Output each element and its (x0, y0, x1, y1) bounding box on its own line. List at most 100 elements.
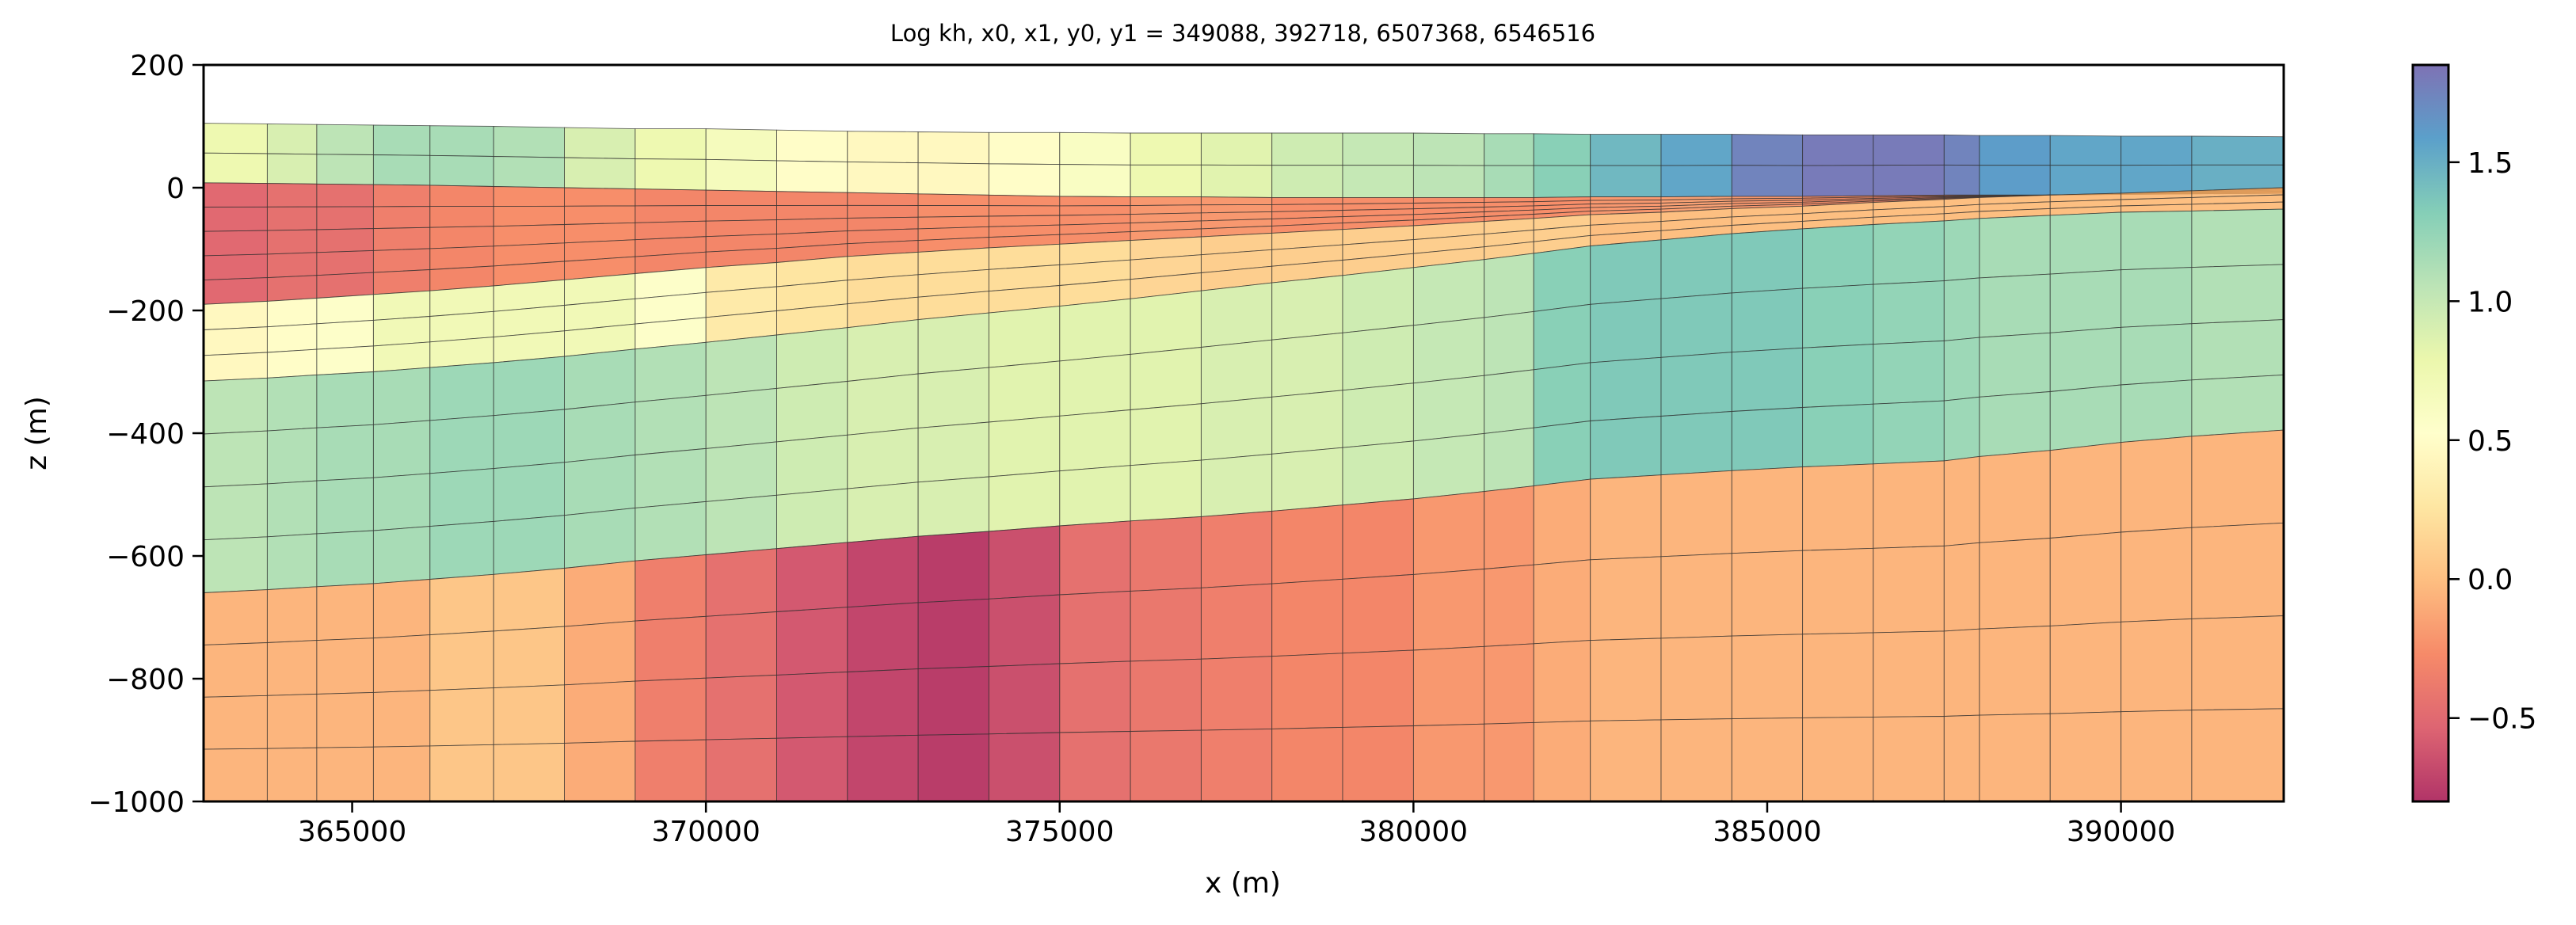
model-cell (1731, 407, 1804, 471)
model-cell (1731, 634, 1804, 720)
model-cell (1943, 628, 1980, 717)
plot-area (204, 123, 2284, 801)
model-cell (1200, 453, 1273, 517)
model-cell (1271, 504, 1343, 584)
model-cell (1484, 253, 1534, 318)
model-cell (776, 434, 848, 496)
model-cell (1059, 298, 1131, 362)
model-cell (493, 515, 565, 575)
model-cell (1660, 553, 1732, 639)
model-cell (316, 272, 374, 299)
model-cell (1130, 516, 1202, 592)
model-cell (266, 640, 318, 696)
model-cell (1059, 731, 1131, 801)
model-cell (1200, 282, 1273, 348)
model-cell (2049, 326, 2122, 392)
model-cell (1342, 725, 1414, 801)
model-cell (634, 158, 707, 191)
model-cell (1590, 474, 1662, 561)
model-cell (1802, 716, 1874, 801)
model-cell (705, 611, 777, 679)
model-cell (776, 488, 848, 550)
model-cell (1979, 450, 2051, 543)
model-cell (634, 205, 707, 223)
model-cell (1130, 587, 1202, 662)
model-cell (1660, 292, 1732, 358)
model-cell (2121, 527, 2193, 622)
model-cell (1943, 277, 1980, 341)
model-cell (1484, 564, 1534, 647)
model-cell (1873, 400, 1945, 465)
model-cell (429, 337, 494, 368)
model-cell (429, 744, 494, 801)
model-cell (429, 630, 494, 691)
model-cell (2191, 208, 2284, 268)
model-cell (776, 204, 848, 221)
model-cell (1590, 556, 1662, 641)
model-cell (1130, 459, 1202, 522)
model-cell (1200, 132, 1273, 166)
model-cell (1590, 165, 1662, 198)
model-cell (493, 224, 565, 247)
model-cell (493, 742, 565, 801)
model-cell (2191, 615, 2284, 711)
model-cell (564, 740, 636, 801)
model-cell (847, 602, 919, 672)
model-cell (493, 462, 565, 522)
model-cell (2121, 618, 2193, 713)
colorbar: −0.5 0.0 0.5 1.0 1.5 (2411, 63, 2536, 803)
model-cell (493, 684, 565, 745)
model-cell (705, 387, 777, 449)
model-cell (917, 131, 989, 165)
model-cell (1802, 134, 1874, 166)
model-cell (372, 316, 431, 347)
model-cell (1342, 573, 1414, 654)
model-cell (316, 294, 374, 325)
model-cell (1533, 640, 1591, 723)
model-cell (1873, 134, 1945, 166)
model-cell (1731, 134, 1804, 166)
model-cell (1200, 339, 1273, 405)
x-tick-label: 385000 (1713, 816, 1821, 848)
model-cell (847, 131, 919, 164)
model-cell (1660, 470, 1732, 558)
model-cell (372, 269, 431, 295)
model-cell (429, 520, 494, 580)
model-cell (316, 424, 374, 482)
model-cell (847, 427, 919, 489)
model-cell (204, 326, 268, 356)
model-cell (1731, 287, 1804, 353)
model-cell (1590, 134, 1662, 166)
model-cell (1943, 542, 1980, 632)
model-cell (429, 226, 494, 249)
model-cell (1059, 205, 1131, 216)
model-cell (1271, 275, 1343, 341)
model-cell (266, 323, 318, 353)
model-cell (1059, 660, 1131, 733)
model-cell (372, 473, 431, 531)
y-tick-label: 200 (130, 50, 185, 82)
model-cell (266, 480, 318, 538)
model-cell (266, 252, 318, 279)
model-cell (2121, 436, 2193, 533)
model-cell (988, 470, 1061, 532)
model-cell (429, 246, 494, 270)
model-cell (847, 482, 919, 543)
model-cell (2049, 711, 2122, 801)
model-cell (634, 394, 707, 455)
model-cell (1130, 658, 1202, 732)
model-cell (1533, 362, 1591, 428)
model-cell (1979, 135, 2051, 166)
model-cell (429, 125, 494, 157)
model-cell (1059, 353, 1131, 417)
model-cell (1802, 224, 1874, 289)
model-cell (266, 586, 318, 643)
model-cell (2049, 211, 2122, 275)
model-cell (634, 128, 707, 160)
model-cell (1731, 466, 1804, 554)
model-cell (316, 249, 374, 276)
model-cell (705, 441, 777, 502)
y-tick-label: −1000 (88, 786, 185, 819)
model-cell (917, 421, 989, 483)
model-cell (2121, 710, 2193, 801)
